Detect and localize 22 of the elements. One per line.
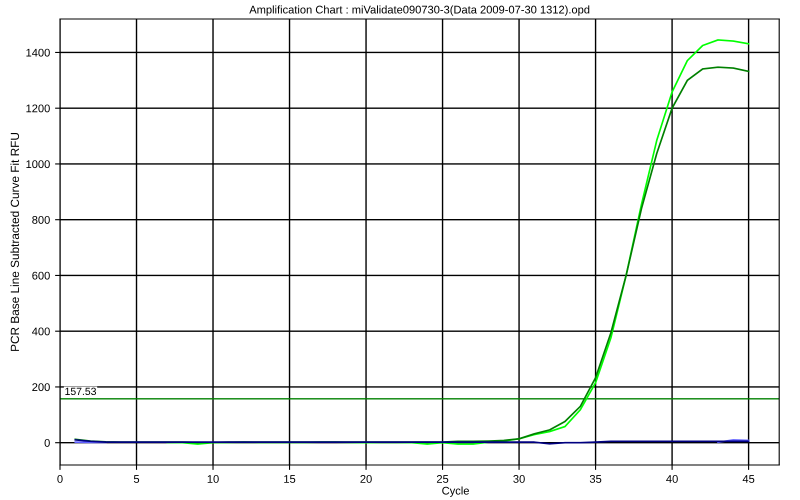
x-tick-label: 20 bbox=[360, 475, 372, 483]
y-tick-label: 1000 bbox=[26, 160, 50, 168]
y-tick-label: 200 bbox=[32, 383, 50, 392]
x-tick-label: 40 bbox=[666, 475, 678, 483]
chart-title: Amplification Chart : miValidate090730-3(Data 2009-07-30 1312).opd bbox=[249, 5, 590, 16]
x-tick-label: 30 bbox=[513, 475, 525, 483]
x-axis-title: Cycle bbox=[442, 486, 469, 497]
x-tick-label: 15 bbox=[284, 475, 296, 483]
x-tick-label: 45 bbox=[742, 475, 754, 483]
x-tick-label: 10 bbox=[208, 475, 219, 483]
x-tick-label: 35 bbox=[590, 475, 602, 483]
y-tick-label: 600 bbox=[32, 272, 50, 280]
y-tick-label: 400 bbox=[32, 327, 50, 336]
y-tick-label: 0 bbox=[44, 438, 50, 447]
y-tick-label: 1400 bbox=[26, 48, 50, 57]
x-tick-label: 0 bbox=[57, 475, 63, 483]
ref-line-label: 157.53 bbox=[65, 388, 96, 396]
y-tick-label: 800 bbox=[32, 216, 50, 224]
y-axis-title: PCR Base Line Subtracted Curve Fit RFU bbox=[10, 133, 20, 351]
x-tick-label: 5 bbox=[134, 475, 140, 483]
y-tick-label: 1200 bbox=[26, 104, 50, 112]
x-tick-label: 25 bbox=[436, 475, 448, 483]
